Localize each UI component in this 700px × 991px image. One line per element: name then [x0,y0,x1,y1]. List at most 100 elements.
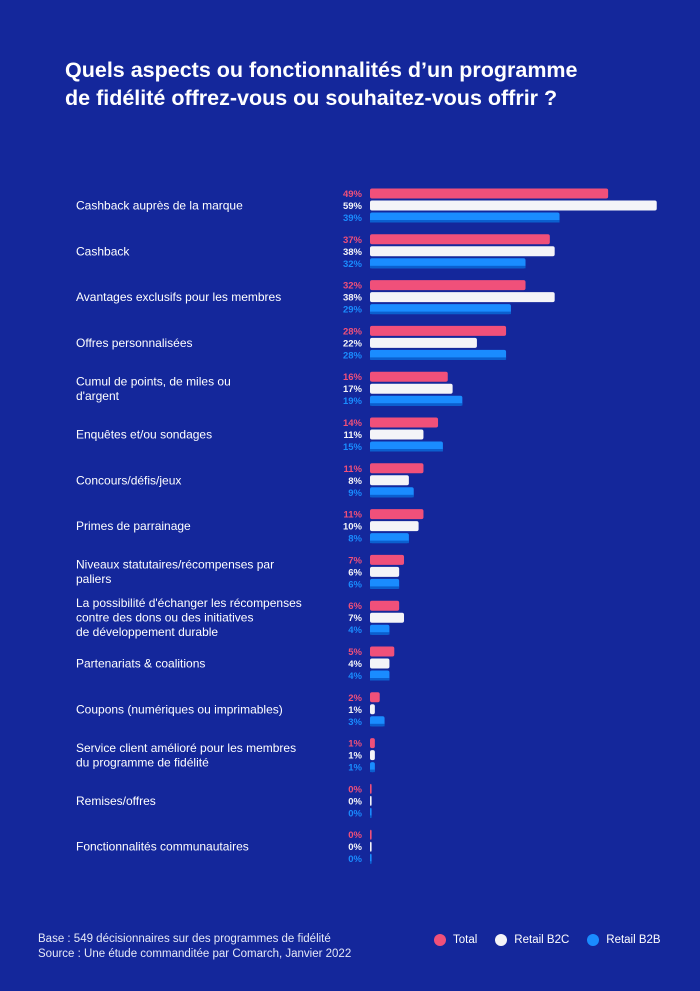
value-label-retail-b2b: 6% [348,579,362,590]
category-label: Cashback auprès de la marque [76,199,243,213]
value-label-retail-b2c: 4% [348,659,362,670]
category-group-12: Coupons (numériques ou imprimables) 2%1%3… [76,692,385,728]
bar-shadow-retail-b2b [370,357,507,360]
bar-retail-b2c [370,704,375,715]
bar-retail-b2c [370,795,372,806]
bar-shadow-retail-b2b [370,861,372,864]
value-label-total: 11% [344,510,363,521]
bar-total [370,325,507,336]
bar-shadow-retail-b2b [370,769,375,773]
bar-retail-b2c [370,750,375,761]
bar-shadow-retail-b2b [370,540,409,544]
value-label-retail-b2c: 22% [343,338,363,349]
bar-total [370,417,439,428]
bar-total [370,463,424,474]
value-label-retail-b2b: 0% [348,808,362,819]
category-label: Primes de parrainage [76,519,191,533]
value-label-retail-b2b: 32% [343,259,363,270]
value-label-retail-b2b: 15% [343,442,363,453]
category-group-5: Cumul de points, de miles oud'argent 16% 1… [76,371,463,407]
value-label-retail-b2c: 6% [348,567,362,578]
category-label: Service client amélioré pour les membres [76,741,296,755]
bar-total [370,554,405,565]
bar-total [370,692,380,703]
category-group-7: Concours/défis/jeux 11%8%9% [76,463,424,499]
bar-shadow-retail-b2b [370,815,372,818]
bar-total [370,509,424,520]
category-group-9: Niveaux statutaires/récompenses parpalie… [76,554,405,590]
value-label-retail-b2c: 38% [343,247,363,258]
bar-retail-b2c [370,429,424,440]
value-label-retail-b2c: 1% [348,705,362,716]
value-label-retail-b2c: 11% [344,430,363,441]
value-label-retail-b2c: 0% [348,796,362,807]
bar-retail-b2c [370,337,477,348]
category-group-1: Cashback auprès de la marque 49%59%39% [76,188,657,224]
value-label-total: 0% [348,784,362,795]
bar-shadow-retail-b2b [370,586,400,589]
bar-retail-b2c [370,521,419,532]
bar-total [370,371,448,382]
chart-title: Quels aspects ou fonctionnalités d’un pr… [65,56,665,112]
value-label-retail-b2c: 7% [348,613,362,624]
category-label: Avantages exclusifs pour les membres [76,290,281,304]
value-label-total: 49% [343,189,363,200]
bar-retail-b2c [370,612,405,623]
value-label-retail-b2b: 28% [343,350,363,361]
legend-item-retail-b2c: Retail B2C [495,934,569,946]
value-label-total: 11% [344,464,363,475]
value-label-total: 5% [348,647,362,658]
category-label: Niveaux statutaires/récompenses par [76,558,274,572]
legend: Total Retail B2C Retail B2B [434,934,661,946]
bar-retail-b2c [370,841,372,852]
category-label: Remises/offres [76,794,156,808]
category-group-8: Primes de parrainage 11%10%8% [76,509,424,545]
value-label-retail-b2b: 29% [343,305,363,316]
legend-swatch [587,934,600,946]
value-label-total: 14% [343,418,363,429]
legend-item-total: Total [434,934,477,946]
category-label: Coupons (numériques ou imprimables) [76,702,283,716]
legend-swatch [495,934,508,946]
category-label: d'argent [76,389,120,403]
bar-shadow-retail-b2b [370,220,560,223]
category-label: contre des dons ou des initiatives [76,611,253,625]
value-label-retail-b2c: 0% [348,842,362,853]
base-note: Base : 549 décisionnaires sur des progra… [38,933,331,945]
legend-label: Total [453,934,478,946]
value-label-retail-b2b: 4% [348,671,362,682]
value-label-retail-b2b: 8% [348,534,362,545]
category-group-13: Service client amélioré pour les membres… [76,738,375,774]
bar-total [370,280,526,291]
bar-shadow-retail-b2b [370,723,385,727]
category-label: Cumul de points, de miles ou [76,374,231,388]
bar-shadow-retail-b2b [370,632,390,635]
bar-total [370,188,609,199]
category-label: paliers [76,572,111,586]
bar-total [370,829,372,840]
bar-retail-b2c [370,246,555,257]
bar-total [370,600,400,611]
value-label-retail-b2b: 39% [343,213,363,224]
value-label-total: 32% [343,281,363,292]
legend-label: Retail B2B [606,934,661,946]
value-label-total: 16% [343,372,363,383]
category-label: de développement durable [76,625,218,639]
bar-shadow-retail-b2b [370,494,414,498]
bar-retail-b2c [370,292,555,303]
value-label-retail-b2b: 9% [348,488,362,499]
category-label: Partenariats & coalitions [76,657,205,671]
value-label-retail-b2b: 19% [343,396,363,407]
value-label-total: 1% [348,739,362,750]
category-label: Concours/défis/jeux [76,473,181,487]
bar-chart: Cashback auprès de la marque49%59%39%Cas… [76,188,657,865]
value-label-total: 6% [348,601,362,612]
value-label-total: 37% [343,235,363,246]
legend-label: Retail B2C [514,934,570,946]
chart-title-line-2: de fidélité offrez-vous ou souhaitez-vou… [65,86,558,110]
bar-retail-b2c [370,566,400,577]
bar-shadow-retail-b2b [370,265,526,269]
value-label-retail-b2b: 0% [348,854,362,865]
value-label-retail-b2b: 1% [348,763,362,774]
